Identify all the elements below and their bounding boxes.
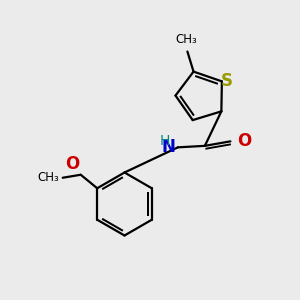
Text: O: O bbox=[65, 155, 79, 173]
Text: CH₃: CH₃ bbox=[175, 33, 197, 46]
Text: N: N bbox=[162, 138, 176, 156]
Text: O: O bbox=[237, 132, 251, 150]
Text: S: S bbox=[221, 72, 233, 90]
Text: CH₃: CH₃ bbox=[38, 171, 59, 184]
Text: H: H bbox=[159, 134, 170, 148]
